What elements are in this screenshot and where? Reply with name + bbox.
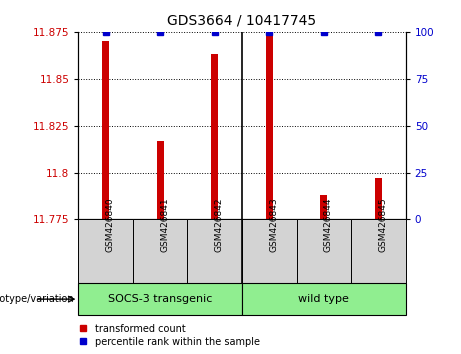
Bar (157, 141, 164, 219)
Text: wild type: wild type (298, 294, 349, 304)
Legend: transformed count, percentile rank within the sample: transformed count, percentile rank withi… (74, 320, 264, 350)
Bar (102, 41, 109, 219)
Bar (188, 219, 242, 283)
Text: GSM426843: GSM426843 (269, 197, 278, 252)
Text: genotype/variation: genotype/variation (0, 294, 74, 304)
Bar (133, 219, 188, 283)
Bar (375, 178, 382, 219)
Text: GSM426845: GSM426845 (378, 197, 387, 252)
Text: GSM426840: GSM426840 (106, 197, 115, 252)
Bar (296, 219, 351, 283)
Bar (78, 283, 242, 315)
Text: SOCS-3 transgenic: SOCS-3 transgenic (108, 294, 213, 304)
Bar (266, 32, 273, 219)
Text: GSM426842: GSM426842 (215, 197, 224, 252)
Bar (242, 219, 296, 283)
Bar (211, 55, 219, 219)
Text: GSM426841: GSM426841 (160, 197, 169, 252)
Text: GSM426844: GSM426844 (324, 197, 333, 252)
Bar (351, 219, 406, 283)
Title: GDS3664 / 10417745: GDS3664 / 10417745 (167, 14, 317, 28)
Bar (242, 283, 406, 315)
Bar (320, 195, 327, 219)
Bar (78, 219, 133, 283)
